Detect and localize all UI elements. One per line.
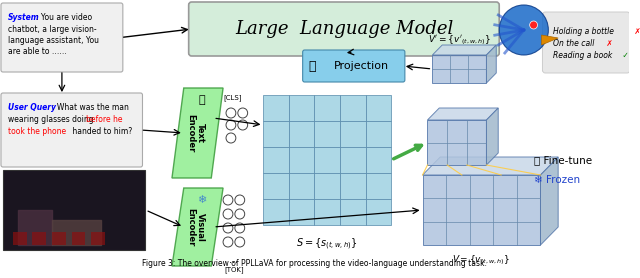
Bar bbox=[314, 147, 340, 173]
Text: handed to him?: handed to him? bbox=[70, 127, 132, 136]
Bar bbox=[314, 173, 340, 199]
Text: $V=\{v_{(t,w,h)}\}$: $V=\{v_{(t,w,h)}\}$ bbox=[452, 253, 511, 267]
Text: Visual
Encoder: Visual Encoder bbox=[186, 208, 205, 246]
Circle shape bbox=[235, 209, 244, 219]
Text: User Query: User Query bbox=[8, 103, 56, 112]
Circle shape bbox=[235, 237, 244, 247]
Bar bbox=[6, 173, 143, 247]
Text: $S=\{s_{(t,w,h)}\}$: $S=\{s_{(t,w,h)}\}$ bbox=[296, 237, 358, 252]
Circle shape bbox=[226, 133, 236, 143]
Bar bbox=[52, 232, 66, 245]
Polygon shape bbox=[433, 55, 486, 83]
Text: ✓: ✓ bbox=[620, 51, 629, 60]
Text: ✗: ✗ bbox=[604, 39, 613, 48]
Text: : You are video: : You are video bbox=[36, 13, 93, 22]
Bar bbox=[72, 232, 86, 245]
Polygon shape bbox=[428, 120, 486, 165]
Text: System: System bbox=[8, 13, 40, 22]
Polygon shape bbox=[172, 88, 223, 178]
Bar bbox=[3, 170, 145, 250]
Circle shape bbox=[223, 195, 233, 205]
Polygon shape bbox=[486, 45, 496, 83]
Bar bbox=[340, 95, 365, 121]
Circle shape bbox=[226, 120, 236, 130]
Text: chatbot, a large vision-: chatbot, a large vision- bbox=[8, 25, 97, 34]
Bar bbox=[289, 199, 314, 225]
Polygon shape bbox=[428, 108, 498, 120]
Circle shape bbox=[235, 223, 244, 233]
Bar bbox=[365, 199, 391, 225]
Circle shape bbox=[499, 5, 548, 55]
Bar bbox=[314, 199, 340, 225]
Text: On the call: On the call bbox=[553, 39, 595, 48]
Bar bbox=[13, 232, 26, 245]
Text: Text
Encoder: Text Encoder bbox=[186, 114, 205, 152]
Text: Large  Language Model: Large Language Model bbox=[235, 20, 453, 38]
Circle shape bbox=[223, 237, 233, 247]
Text: 🔥: 🔥 bbox=[308, 59, 316, 73]
Text: took the phone: took the phone bbox=[8, 127, 66, 136]
FancyBboxPatch shape bbox=[1, 3, 123, 72]
Bar bbox=[365, 121, 391, 147]
Text: Reading a book: Reading a book bbox=[553, 51, 612, 60]
Bar bbox=[289, 95, 314, 121]
Circle shape bbox=[223, 209, 233, 219]
Circle shape bbox=[238, 108, 248, 118]
Bar bbox=[264, 199, 289, 225]
FancyBboxPatch shape bbox=[189, 2, 499, 56]
Text: 🔥 Fine-tune: 🔥 Fine-tune bbox=[534, 155, 592, 165]
FancyBboxPatch shape bbox=[543, 12, 630, 73]
Polygon shape bbox=[433, 45, 496, 55]
Bar bbox=[314, 95, 340, 121]
Bar bbox=[264, 121, 289, 147]
Text: language assistant, You: language assistant, You bbox=[8, 36, 99, 45]
Bar bbox=[33, 232, 46, 245]
Bar bbox=[92, 232, 105, 245]
Circle shape bbox=[530, 21, 538, 29]
Text: ✗: ✗ bbox=[632, 27, 640, 36]
Bar bbox=[289, 173, 314, 199]
Bar bbox=[289, 147, 314, 173]
Polygon shape bbox=[541, 157, 558, 245]
Bar bbox=[264, 147, 289, 173]
Text: ...: ... bbox=[229, 255, 238, 265]
Text: ❄ Frozen: ❄ Frozen bbox=[534, 175, 580, 185]
Bar bbox=[289, 121, 314, 147]
Text: Projection: Projection bbox=[334, 61, 389, 71]
Polygon shape bbox=[422, 175, 541, 245]
Circle shape bbox=[223, 223, 233, 233]
Polygon shape bbox=[541, 35, 558, 45]
Bar bbox=[9, 176, 140, 244]
Bar bbox=[340, 121, 365, 147]
FancyBboxPatch shape bbox=[1, 93, 143, 167]
Text: before he: before he bbox=[86, 115, 123, 124]
Circle shape bbox=[235, 195, 244, 205]
Text: : What was the man: : What was the man bbox=[52, 103, 129, 112]
Bar bbox=[314, 121, 340, 147]
Text: [TOK]: [TOK] bbox=[224, 267, 244, 273]
Polygon shape bbox=[172, 188, 223, 266]
Text: $V'=\{v'_{(t,w,h)}\}$: $V'=\{v'_{(t,w,h)}\}$ bbox=[428, 33, 491, 47]
Text: ❄: ❄ bbox=[196, 195, 206, 205]
Text: wearing glasses doing: wearing glasses doing bbox=[8, 115, 96, 124]
Polygon shape bbox=[486, 108, 498, 165]
Bar bbox=[340, 147, 365, 173]
Bar bbox=[12, 179, 136, 241]
Bar bbox=[264, 173, 289, 199]
Bar bbox=[264, 95, 289, 121]
Text: [CLS]: [CLS] bbox=[223, 95, 242, 101]
Circle shape bbox=[226, 108, 236, 118]
Circle shape bbox=[238, 120, 248, 130]
Polygon shape bbox=[422, 157, 558, 175]
FancyBboxPatch shape bbox=[303, 50, 405, 82]
Text: Figure 3: The overview of PPLLaVA for processing the video-language understandin: Figure 3: The overview of PPLLaVA for pr… bbox=[142, 259, 487, 268]
Text: Holding a bottle: Holding a bottle bbox=[553, 27, 614, 36]
Bar bbox=[340, 173, 365, 199]
Bar bbox=[365, 95, 391, 121]
Bar bbox=[365, 147, 391, 173]
Bar bbox=[340, 199, 365, 225]
Text: are able to ……: are able to …… bbox=[8, 47, 67, 56]
Text: 🔥: 🔥 bbox=[198, 95, 205, 105]
Bar bbox=[365, 173, 391, 199]
